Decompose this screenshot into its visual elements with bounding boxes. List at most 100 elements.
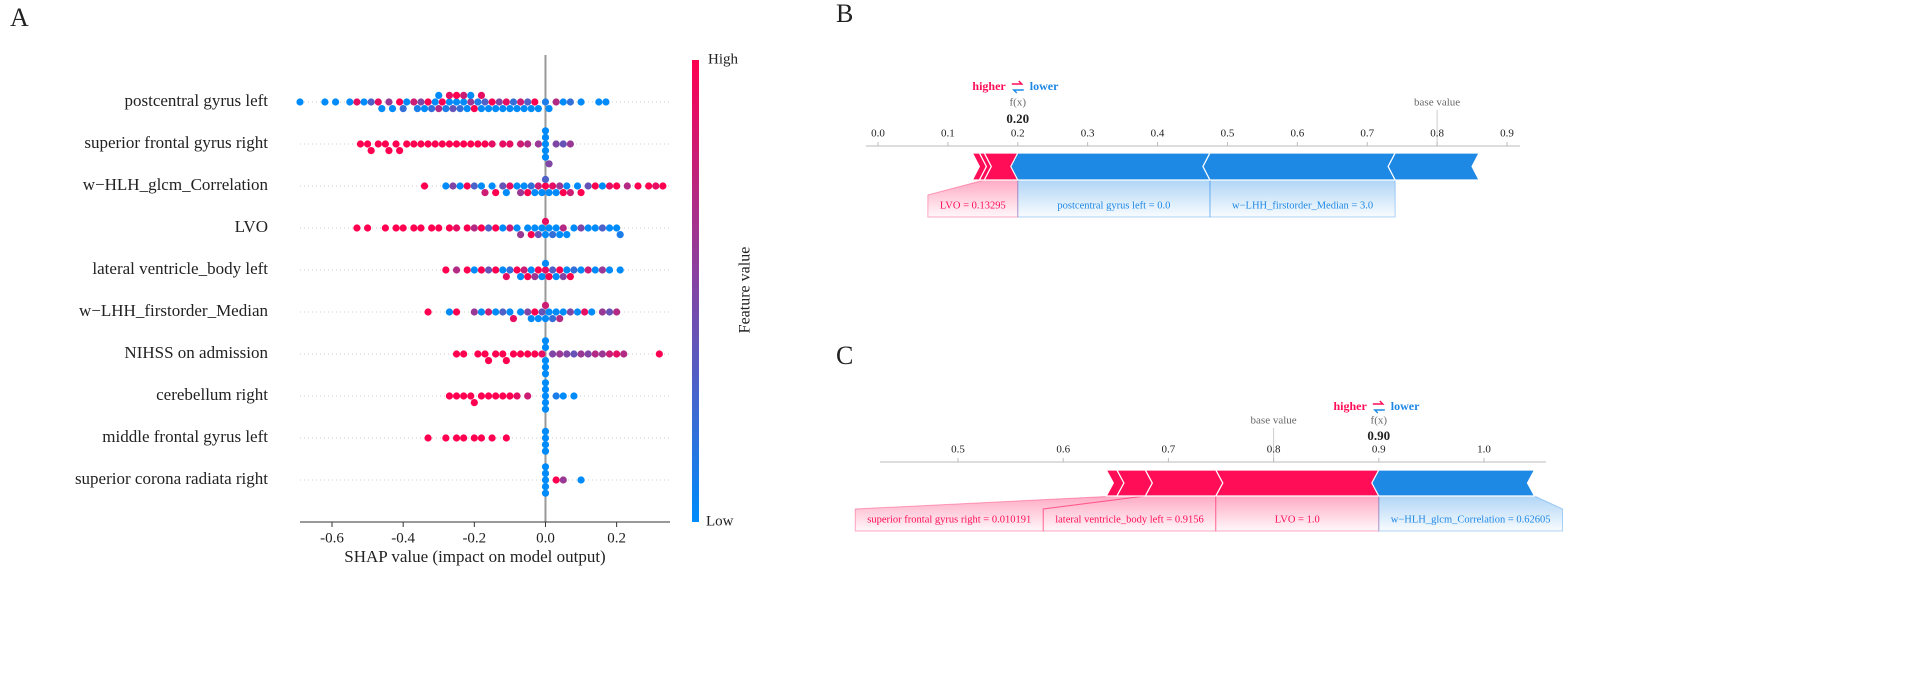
point — [438, 140, 446, 148]
point — [541, 343, 550, 351]
point — [363, 224, 372, 232]
point — [424, 434, 432, 442]
point — [563, 350, 571, 358]
point — [541, 357, 550, 365]
point — [577, 476, 585, 484]
point — [499, 182, 507, 190]
point — [541, 127, 550, 135]
point — [541, 434, 550, 442]
point — [481, 350, 489, 358]
point — [378, 105, 386, 113]
x-tick-label: 0.9 — [1372, 444, 1386, 456]
point — [552, 98, 560, 106]
point — [460, 434, 468, 442]
point — [613, 308, 621, 316]
point — [424, 98, 432, 106]
point — [388, 105, 397, 113]
point — [541, 483, 550, 491]
point — [584, 182, 592, 190]
point — [531, 98, 539, 106]
point — [605, 224, 614, 232]
point — [527, 315, 535, 323]
point — [506, 392, 514, 400]
point — [548, 182, 557, 190]
x-tick-label: 0.7 — [1360, 128, 1374, 140]
point — [516, 231, 525, 239]
force-segment — [1105, 469, 1125, 497]
point — [477, 266, 486, 274]
force-segment — [1010, 152, 1211, 181]
point — [499, 308, 507, 316]
x-tick-label: 0.0 — [536, 530, 555, 546]
point — [541, 489, 550, 497]
point — [385, 98, 393, 106]
point — [356, 140, 365, 148]
label-connector — [1209, 179, 1396, 218]
point — [467, 91, 475, 99]
point — [488, 434, 496, 442]
point — [492, 105, 500, 113]
point — [445, 98, 454, 106]
point — [613, 182, 621, 190]
point — [548, 231, 557, 239]
point — [513, 105, 521, 113]
point — [502, 189, 510, 197]
point — [484, 224, 493, 232]
point — [595, 98, 603, 106]
point — [331, 98, 340, 106]
point — [499, 266, 507, 274]
point — [506, 105, 514, 113]
point — [403, 98, 411, 106]
point — [399, 105, 407, 113]
point — [570, 266, 578, 274]
feature-label: w−LHH_firstorder_Median = 3.0 — [1232, 200, 1373, 211]
point — [428, 224, 436, 232]
point — [552, 140, 560, 148]
force-segment — [1371, 469, 1536, 497]
point — [538, 189, 546, 197]
point — [538, 224, 546, 232]
point — [538, 308, 546, 316]
point — [602, 98, 610, 106]
point — [591, 350, 599, 358]
point — [509, 315, 518, 323]
point — [470, 266, 478, 274]
point — [534, 182, 542, 190]
point — [531, 224, 539, 232]
legend-higher: higher — [1333, 399, 1367, 413]
panel-label: B — [836, 0, 853, 28]
point — [613, 224, 621, 232]
point — [506, 224, 514, 232]
point — [573, 308, 582, 316]
point — [463, 182, 471, 190]
legend-arrow-higher — [1011, 80, 1024, 85]
point — [506, 308, 514, 316]
point — [520, 266, 528, 274]
point — [474, 140, 482, 148]
point — [484, 357, 493, 365]
point — [541, 217, 550, 225]
point — [477, 308, 486, 316]
point — [513, 266, 521, 274]
point — [541, 175, 550, 183]
point — [559, 189, 567, 197]
point — [484, 266, 493, 274]
point — [410, 98, 418, 106]
point — [452, 140, 461, 148]
point — [513, 392, 521, 400]
point — [442, 105, 450, 113]
point — [492, 392, 500, 400]
point — [552, 273, 560, 281]
point — [353, 98, 361, 106]
point — [552, 224, 560, 232]
point — [499, 140, 507, 148]
point — [470, 105, 478, 113]
point — [417, 140, 425, 148]
output-value: 0.90 — [1367, 428, 1390, 443]
point — [499, 392, 507, 400]
point — [449, 182, 457, 190]
point — [516, 189, 525, 197]
feature-label: superior frontal gyrus right = 0.010191 — [867, 514, 1031, 525]
point — [392, 140, 400, 148]
